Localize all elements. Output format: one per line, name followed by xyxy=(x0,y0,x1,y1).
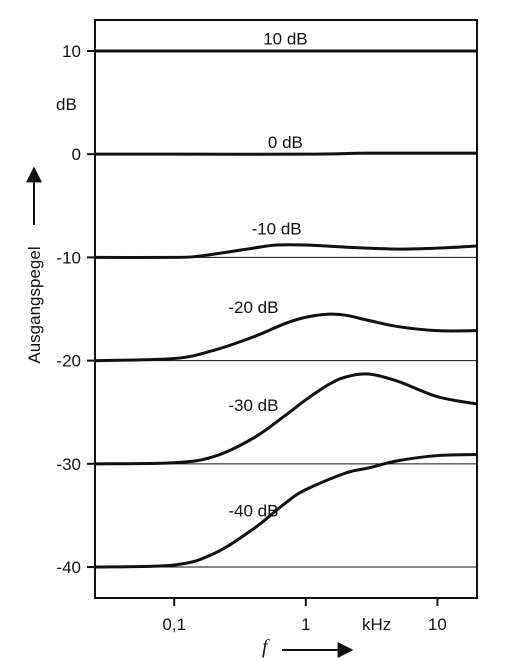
y-tick-label-1: 0 xyxy=(72,145,81,164)
x-tick-label-2: 10 xyxy=(428,615,447,634)
series-line-3 xyxy=(94,312,478,363)
y-tick-label-0: 10 xyxy=(62,42,81,61)
curve-label-3: -20 dB xyxy=(228,298,278,317)
curve-label-4: -30 dB xyxy=(228,396,278,415)
x-tick-label-0: 0,1 xyxy=(162,615,186,634)
series-line-1 xyxy=(95,151,477,156)
gridlines xyxy=(95,50,477,568)
y-tick-labels: 10 0 -10 -20 -30 -40 xyxy=(56,42,95,577)
x-unit-label: kHz xyxy=(362,615,391,634)
series-line-2 xyxy=(94,243,478,259)
curve-label-1: 0 dB xyxy=(268,133,303,152)
curve-label-5: -40 dB xyxy=(228,501,278,520)
x-axis-title: f xyxy=(262,636,354,658)
y-tick-label-4: -30 xyxy=(56,455,81,474)
series-line-5 xyxy=(94,453,478,569)
y-tick-label-5: -40 xyxy=(56,558,81,577)
curve-label-0: 10 dB xyxy=(263,30,307,49)
y-tick-label-3: -20 xyxy=(56,352,81,371)
x-tick-labels: 0,1 1 10 xyxy=(162,598,447,634)
y-tick-label-2: -10 xyxy=(56,248,81,267)
plot-frame xyxy=(94,19,478,599)
svg-text:Ausgangspegel: Ausgangspegel xyxy=(25,246,44,363)
x-tick-label-1: 1 xyxy=(301,615,310,634)
y-axis-title: Ausgangspegel xyxy=(25,166,44,364)
svg-text:f: f xyxy=(262,636,270,658)
curve-label-2: -10 dB xyxy=(252,219,302,238)
series-line-4 xyxy=(94,372,478,466)
series-lines xyxy=(94,49,478,569)
y-unit-label: dB xyxy=(56,95,77,114)
curve-labels: 10 dB 0 dB -10 dB -20 dB -30 dB -40 dB xyxy=(228,30,307,521)
